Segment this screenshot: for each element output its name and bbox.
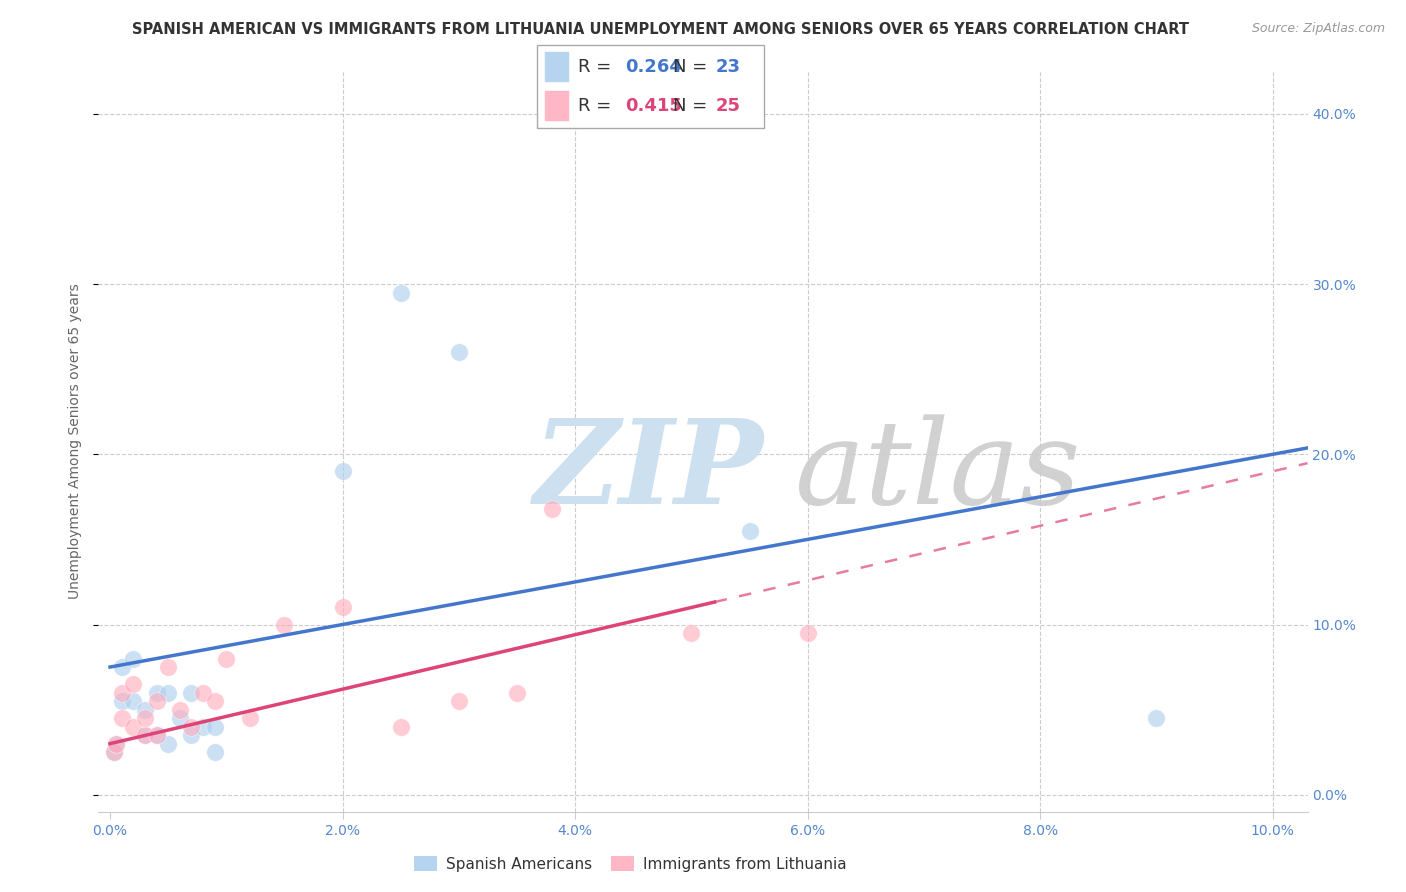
FancyBboxPatch shape <box>544 52 569 82</box>
Point <box>180 720 202 734</box>
Point <box>134 711 156 725</box>
Point <box>104 737 127 751</box>
Point <box>145 728 167 742</box>
Text: N =: N = <box>673 96 713 114</box>
FancyBboxPatch shape <box>544 90 569 120</box>
Text: SPANISH AMERICAN VS IMMIGRANTS FROM LITHUANIA UNEMPLOYMENT AMONG SENIORS OVER 65: SPANISH AMERICAN VS IMMIGRANTS FROM LITH… <box>132 22 1189 37</box>
Point <box>145 694 167 708</box>
Text: R =: R = <box>578 58 617 76</box>
Text: 0.264: 0.264 <box>624 58 682 76</box>
Point <box>111 660 134 674</box>
FancyBboxPatch shape <box>537 45 763 128</box>
Point <box>332 600 354 615</box>
Text: Source: ZipAtlas.com: Source: ZipAtlas.com <box>1251 22 1385 36</box>
Point <box>506 685 529 699</box>
Text: 25: 25 <box>716 96 740 114</box>
Point <box>145 728 167 742</box>
Point <box>169 711 191 725</box>
Point <box>134 728 156 742</box>
Point <box>389 720 412 734</box>
Point <box>215 651 238 665</box>
Point <box>332 464 354 478</box>
Point <box>681 626 703 640</box>
Text: N =: N = <box>673 58 713 76</box>
Point <box>145 685 167 699</box>
Legend: Spanish Americans, Immigrants from Lithuania: Spanish Americans, Immigrants from Lithu… <box>408 850 852 878</box>
Point <box>204 720 226 734</box>
Point <box>169 703 191 717</box>
Point <box>111 711 134 725</box>
Text: 23: 23 <box>716 58 740 76</box>
Point <box>134 728 156 742</box>
Point <box>273 617 295 632</box>
Point <box>1144 711 1167 725</box>
Text: ZIP: ZIP <box>534 414 763 529</box>
Point <box>122 651 145 665</box>
Point <box>389 285 412 300</box>
Point <box>111 685 134 699</box>
Point <box>104 737 127 751</box>
Point <box>447 694 470 708</box>
Point <box>134 703 156 717</box>
Text: atlas: atlas <box>793 414 1080 529</box>
Y-axis label: Unemployment Among Seniors over 65 years: Unemployment Among Seniors over 65 years <box>69 284 83 599</box>
Point <box>122 720 145 734</box>
Point <box>447 345 470 359</box>
Point <box>191 720 214 734</box>
Point <box>122 677 145 691</box>
Point <box>180 685 202 699</box>
Point <box>796 626 818 640</box>
Point <box>103 745 125 759</box>
Text: 0.415: 0.415 <box>624 96 682 114</box>
Point <box>204 745 226 759</box>
Text: R =: R = <box>578 96 617 114</box>
Point <box>103 745 125 759</box>
Point <box>157 737 180 751</box>
Point <box>540 501 562 516</box>
Point <box>738 524 761 538</box>
Point <box>239 711 262 725</box>
Point <box>157 685 180 699</box>
Point <box>111 694 134 708</box>
Point <box>204 694 226 708</box>
Point <box>157 660 180 674</box>
Point <box>191 685 214 699</box>
Point <box>180 728 202 742</box>
Point <box>122 694 145 708</box>
